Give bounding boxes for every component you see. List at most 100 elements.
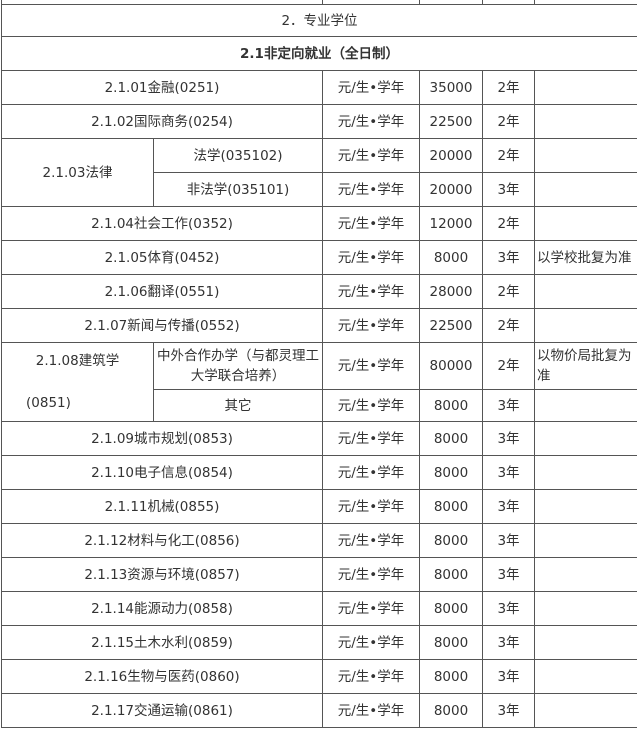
table-row: 2.1.16生物与医药(0860) 元/生•学年 8000 3年 <box>1 659 637 694</box>
sub-program-cell: 中外合作办学（与都灵理工大学联合培养） <box>153 342 323 390</box>
fee-cell: 8000 <box>419 693 483 728</box>
duration-cell: 3年 <box>482 523 535 558</box>
note-cell <box>534 172 637 207</box>
program-name-cell: 2.1.13资源与环境(0857) <box>1 557 323 592</box>
note-cell <box>534 308 637 343</box>
duration-cell: 3年 <box>482 625 535 660</box>
fee-cell: 35000 <box>419 70 483 105</box>
table-row: 2.1.07新闻与传播(0552) 元/生•学年 22500 2年 <box>1 308 637 343</box>
fee-cell: 8000 <box>419 455 483 490</box>
unit-cell: 元/生•学年 <box>322 659 420 694</box>
unit-cell: 元/生•学年 <box>322 138 420 173</box>
table-row: 2.1.03法律 法学(035102) 元/生•学年 20000 2年 <box>1 138 637 207</box>
unit-cell: 元/生•学年 <box>322 70 420 105</box>
note-cell <box>534 70 637 105</box>
unit-cell: 元/生•学年 <box>322 308 420 343</box>
note-cell <box>534 523 637 558</box>
table-row: 2.1.15土木水利(0859) 元/生•学年 8000 3年 <box>1 625 637 660</box>
table-row: 2.1.09城市规划(0853) 元/生•学年 8000 3年 <box>1 421 637 456</box>
fee-cell: 8000 <box>419 389 483 422</box>
program-name-cell: 2.1.04社会工作(0352) <box>1 206 323 241</box>
unit-cell: 元/生•学年 <box>322 274 420 309</box>
sub-program-cell: 非法学(035101) <box>153 172 323 207</box>
program-name-cell: 2.1.05体育(0452) <box>1 240 323 275</box>
section-header-row: 2．专业学位 <box>1 4 637 37</box>
note-cell <box>534 274 637 309</box>
fee-cell: 8000 <box>419 557 483 592</box>
note-cell <box>534 693 637 728</box>
note-cell <box>534 557 637 592</box>
program-name-cell: 2.1.14能源动力(0858) <box>1 591 323 626</box>
unit-cell: 元/生•学年 <box>322 693 420 728</box>
table-row: 2.1.11机械(0855) 元/生•学年 8000 3年 <box>1 489 637 524</box>
fee-cell: 8000 <box>419 625 483 660</box>
fee-cell: 8000 <box>419 523 483 558</box>
fee-cell: 22500 <box>419 104 483 139</box>
unit-cell: 元/生•学年 <box>322 557 420 592</box>
program-name-cell: 2.1.08建筑学 (0851) <box>1 342 154 422</box>
fee-cell: 12000 <box>419 206 483 241</box>
program-name: 2.1.03法律 <box>42 164 113 181</box>
unit-cell: 元/生•学年 <box>322 625 420 660</box>
note-cell <box>534 421 637 456</box>
sub-program-cell: 法学(035102) <box>153 138 323 173</box>
duration-cell: 2年 <box>482 206 535 241</box>
fee-cell: 8000 <box>419 240 483 275</box>
note-cell: 以学校批复为准 <box>534 240 637 275</box>
fee-cell: 28000 <box>419 274 483 309</box>
section-title: 2．专业学位 <box>1 4 637 37</box>
table-row: 2.1.13资源与环境(0857) 元/生•学年 8000 3年 <box>1 557 637 592</box>
duration-cell: 3年 <box>482 172 535 207</box>
program-name-cell: 2.1.02国际商务(0254) <box>1 104 323 139</box>
table-row: 2.1.02国际商务(0254) 元/生•学年 22500 2年 <box>1 104 637 139</box>
note-cell <box>534 138 637 173</box>
duration-cell: 3年 <box>482 557 535 592</box>
unit-cell: 元/生•学年 <box>322 104 420 139</box>
unit-cell: 元/生•学年 <box>322 591 420 626</box>
program-name-cell: 2.1.10电子信息(0854) <box>1 455 323 490</box>
duration-cell: 3年 <box>482 240 535 275</box>
unit-cell: 元/生•学年 <box>322 455 420 490</box>
table-row: 2.1.06翻译(0551) 元/生•学年 28000 2年 <box>1 274 637 309</box>
note-cell <box>534 455 637 490</box>
fee-cell: 22500 <box>419 308 483 343</box>
unit-cell: 元/生•学年 <box>322 342 420 390</box>
duration-cell: 2年 <box>482 70 535 105</box>
duration-cell: 3年 <box>482 421 535 456</box>
table-row: 2.1.17交通运输(0861) 元/生•学年 8000 3年 <box>1 693 637 728</box>
fee-cell: 80000 <box>419 342 483 390</box>
program-name-cell: 2.1.06翻译(0551) <box>1 274 323 309</box>
program-name-cell: 2.1.03法律 <box>1 138 154 207</box>
program-name-cell: 2.1.12材料与化工(0856) <box>1 523 323 558</box>
unit-cell: 元/生•学年 <box>322 421 420 456</box>
sub-program-cell: 其它 <box>153 389 323 422</box>
duration-cell: 3年 <box>482 389 535 422</box>
table-row: 非法学(035101) 元/生•学年 20000 3年 <box>2 172 637 207</box>
table-row: 2.1.05体育(0452) 元/生•学年 8000 3年 以学校批复为准 <box>1 240 637 275</box>
unit-cell: 元/生•学年 <box>322 523 420 558</box>
unit-cell: 元/生•学年 <box>322 206 420 241</box>
unit-cell: 元/生•学年 <box>322 240 420 275</box>
note-cell <box>534 389 637 422</box>
unit-cell: 元/生•学年 <box>322 172 420 207</box>
note-cell <box>534 591 637 626</box>
program-name-cell: 2.1.17交通运输(0861) <box>1 693 323 728</box>
fee-cell: 8000 <box>419 421 483 456</box>
fee-cell: 8000 <box>419 591 483 626</box>
note-cell: 以物价局批复为准 <box>534 342 637 390</box>
unit-cell: 元/生•学年 <box>322 389 420 422</box>
duration-cell: 3年 <box>482 693 535 728</box>
note-cell <box>534 489 637 524</box>
duration-cell: 3年 <box>482 489 535 524</box>
subsection-header-row: 2.1非定向就业（全日制） <box>1 36 637 71</box>
note-cell <box>534 104 637 139</box>
program-name: 2.1.08建筑学 <box>35 353 120 369</box>
fee-cell: 20000 <box>419 138 483 173</box>
subsection-title: 2.1非定向就业（全日制） <box>1 36 637 71</box>
program-code: (0851) <box>26 395 71 411</box>
program-name-cell: 2.1.07新闻与传播(0552) <box>1 308 323 343</box>
unit-cell: 元/生•学年 <box>322 489 420 524</box>
fee-cell: 8000 <box>419 659 483 694</box>
table-row: 2.1.08建筑学 (0851) 中外合作办学（与都灵理工大学联合培养） 元/生•学年… <box>1 342 637 422</box>
